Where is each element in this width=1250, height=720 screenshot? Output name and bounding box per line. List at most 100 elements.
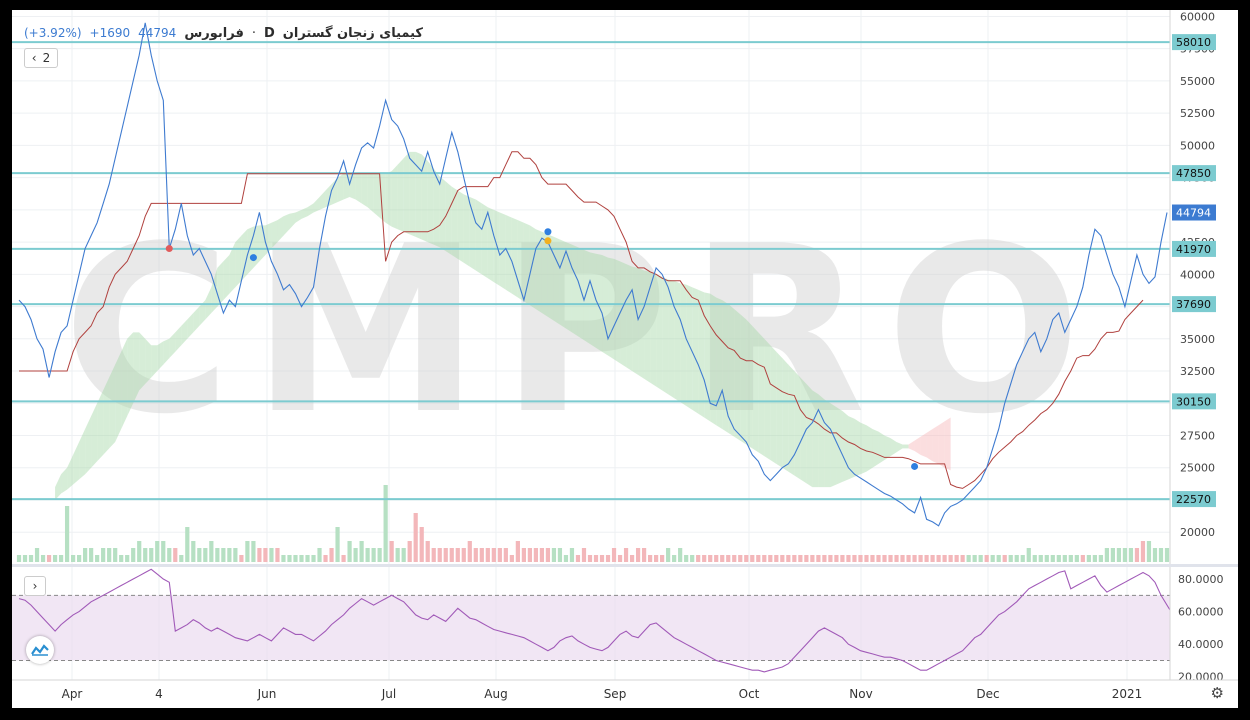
- volume-bar: [1062, 555, 1067, 562]
- volume-bar: [149, 548, 154, 562]
- volume-bar: [221, 548, 226, 562]
- volume-bar: [864, 555, 869, 562]
- cloud-segment: [337, 173, 344, 203]
- cloud-segment: [830, 403, 837, 488]
- time-tick-label: Nov: [849, 687, 872, 701]
- collapse-button[interactable]: ‹ 2: [24, 48, 58, 68]
- volume-bar: [1116, 548, 1122, 562]
- cloud-segment: [620, 261, 627, 368]
- cloud-segment: [391, 164, 398, 230]
- volume-bar: [107, 548, 112, 562]
- price-tick-label: 60000: [1180, 10, 1215, 23]
- settings-gear-icon[interactable]: ⚙: [1210, 684, 1224, 702]
- cloud-segment: [547, 234, 554, 321]
- volume-bar: [984, 555, 989, 562]
- cloud-segment: [806, 383, 813, 488]
- signal-marker: [911, 462, 919, 470]
- cloud-segment: [133, 332, 140, 404]
- volume-bar: [215, 548, 220, 562]
- volume-bar: [281, 555, 286, 562]
- price-tick-label: 25000: [1180, 462, 1215, 475]
- volume-bar: [479, 548, 484, 562]
- cloud-segment: [409, 151, 416, 237]
- cloud-segment: [55, 474, 62, 500]
- volume-bar: [185, 527, 190, 562]
- volume-bar: [245, 541, 250, 562]
- cloud-segment: [602, 254, 609, 356]
- volume-bar: [846, 555, 851, 562]
- tradingview-logo-icon[interactable]: [26, 636, 54, 664]
- rsi-tick-label: 40.0000: [1178, 638, 1224, 651]
- volume-bar: [1008, 555, 1013, 562]
- signal-marker: [249, 254, 257, 262]
- volume-bar: [101, 548, 106, 562]
- volume-bar: [287, 555, 292, 562]
- volume-bar: [197, 548, 202, 562]
- volume-bar: [269, 548, 274, 562]
- volume-bar: [768, 555, 773, 562]
- volume-bar: [383, 485, 388, 562]
- volume-bar: [293, 555, 298, 562]
- symbol-name[interactable]: کیمیای زنجان گستران: [282, 25, 423, 41]
- volume-bar: [684, 555, 689, 562]
- volume-bar: [569, 548, 575, 562]
- cloud-segment: [385, 171, 392, 227]
- volume-bar: [16, 555, 22, 562]
- interval-label[interactable]: D: [263, 25, 275, 41]
- cloud-segment: [650, 271, 657, 387]
- cloud-segment: [698, 289, 705, 418]
- volume-bar: [744, 555, 749, 562]
- volume-bar: [335, 527, 340, 562]
- volume-bar: [948, 555, 953, 562]
- cloud-segment: [73, 441, 80, 485]
- volume-bar: [521, 548, 526, 562]
- volume-bar: [900, 555, 905, 562]
- cloud-segment: [559, 239, 566, 329]
- signal-marker: [544, 237, 552, 245]
- cloud-segment: [379, 173, 386, 223]
- cloud-segment: [493, 209, 500, 286]
- cloud-segment: [367, 173, 374, 213]
- volume-bar: [449, 548, 454, 562]
- volume-bar: [1146, 541, 1152, 562]
- cloud-segment: [427, 160, 434, 245]
- volume-bar: [804, 555, 809, 562]
- volume-bar: [191, 541, 196, 562]
- volume-bar: [1074, 555, 1079, 562]
- volume-bar: [161, 541, 166, 562]
- cloud-segment: [662, 276, 669, 395]
- volume-bar: [28, 555, 34, 562]
- cloud-segment: [728, 303, 735, 437]
- cloud-segment: [908, 440, 915, 451]
- cloud-segment: [511, 217, 518, 298]
- volume-bar: [34, 548, 40, 562]
- volume-bar: [762, 555, 767, 562]
- volume-bar: [587, 555, 593, 562]
- cloud-segment: [824, 399, 831, 488]
- volume-bar: [533, 548, 539, 562]
- cloud-segment: [577, 247, 584, 341]
- cloud-segment: [746, 319, 753, 449]
- cloud-segment: [241, 229, 248, 281]
- chart-canvas[interactable]: CMPRO 6000057500550005250050000475004500…: [12, 10, 1238, 708]
- volume-bar: [83, 548, 88, 562]
- volume-bar: [672, 555, 677, 562]
- indicator-expand-button[interactable]: ›: [24, 576, 46, 596]
- volume-bar: [942, 555, 947, 562]
- level-tag: [1172, 34, 1216, 51]
- cloud-segment: [157, 341, 164, 372]
- volume-bar: [113, 548, 118, 562]
- volume-bar: [359, 541, 364, 562]
- cloud-segment: [85, 416, 92, 475]
- cloud-segment: [686, 284, 693, 410]
- volume-bar: [1092, 555, 1097, 562]
- price-lines: [18, 22, 1168, 527]
- axes: 6000057500550005250050000475004500042500…: [12, 10, 1238, 708]
- cloud-segment: [109, 364, 116, 449]
- volume-bar: [996, 555, 1001, 562]
- volume-bar: [966, 555, 971, 562]
- grid: [12, 10, 1170, 680]
- level-tag-label: 22570: [1176, 493, 1211, 506]
- cloud-segment: [626, 264, 633, 372]
- price-tick-label: 50000: [1180, 139, 1215, 152]
